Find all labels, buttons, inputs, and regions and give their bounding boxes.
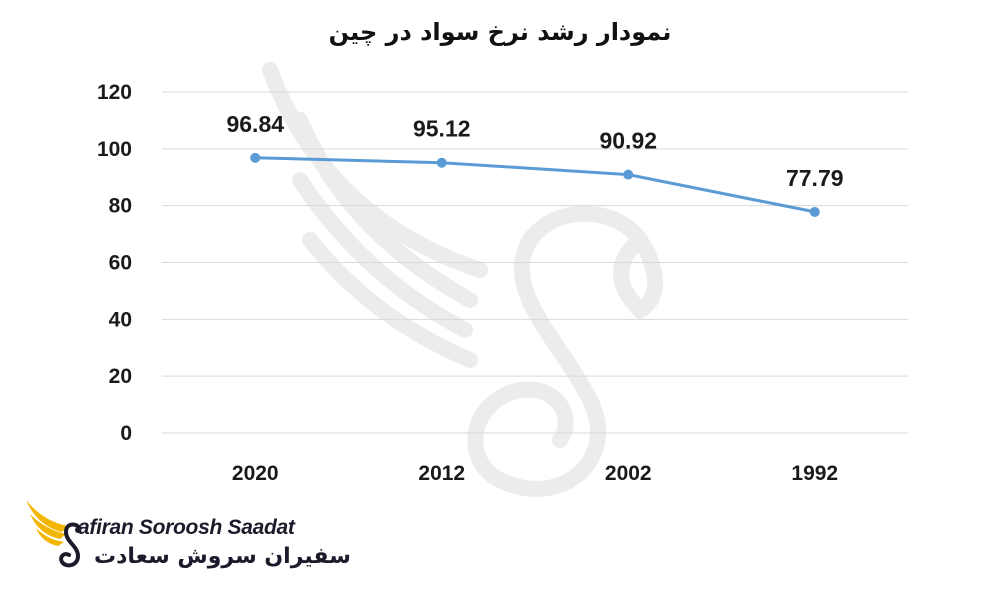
y-tick-label: 0	[120, 422, 132, 445]
series-line	[253, 156, 817, 214]
golden-wing-swan-icon	[26, 500, 82, 568]
data-point	[436, 157, 447, 168]
logo-text-en: afiran Soroosh Saadat	[78, 516, 295, 539]
x-tick-label: 1992	[791, 462, 838, 485]
data-label: 95.12	[413, 116, 471, 142]
chart-title: نمودار رشد نرخ سواد در چین	[328, 18, 672, 46]
data-point	[250, 152, 261, 163]
y-tick-label: 120	[97, 81, 132, 104]
data-label: 77.79	[786, 165, 844, 191]
y-tick-label: 20	[109, 365, 132, 388]
x-tick-label: 2012	[418, 462, 465, 485]
y-tick-label: 100	[97, 138, 132, 161]
x-tick-label: 2002	[605, 462, 652, 485]
y-tick-label: 60	[109, 252, 132, 275]
data-label: 96.84	[226, 111, 284, 137]
logo-text-fa: سفیران سروش سعادت	[94, 544, 351, 569]
data-point	[809, 206, 820, 217]
y-tick-label: 40	[109, 308, 132, 331]
y-tick-label: 80	[109, 195, 132, 218]
brand-logo: afiran Soroosh Saadat سفیران سروش سعادت	[22, 492, 351, 582]
data-label: 90.92	[599, 128, 657, 154]
x-tick-label: 2020	[232, 462, 279, 485]
data-point	[623, 169, 634, 180]
